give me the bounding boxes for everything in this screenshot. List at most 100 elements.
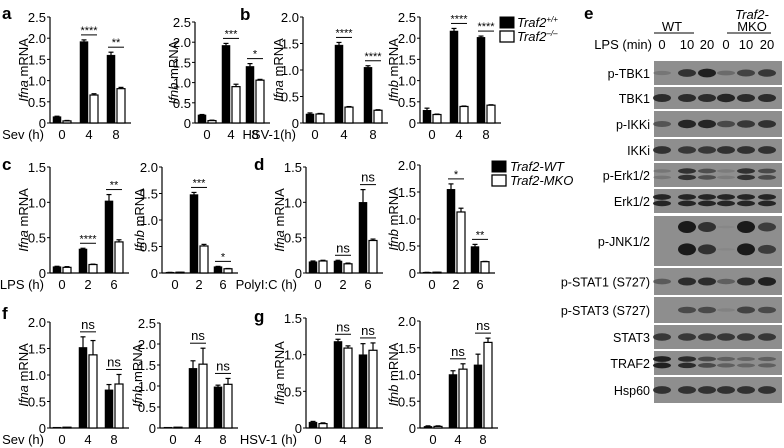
protein-band xyxy=(717,308,735,312)
protein-band xyxy=(737,221,755,233)
x-tick-label: 0 xyxy=(314,277,321,292)
protein-band xyxy=(737,243,755,256)
bar-chart-f-ifna: 0 0.5 1.0 1.5 2.0 Ifna mRNA 0 4 ns 8 ns Sev (h) xyxy=(2,315,129,447)
protein-band xyxy=(758,175,776,180)
protein-band xyxy=(678,221,696,233)
bar-wt xyxy=(197,114,207,124)
legend-label-wt: Traf2+/+ xyxy=(517,15,558,30)
lane-label: 10 xyxy=(739,37,753,52)
bar-wt xyxy=(221,45,231,124)
bar-chart-g-ifna: 0 0.5 1.0 1.5 Ifna mRNA 0 4 ns 8 ns HSV-1 (h) xyxy=(240,311,383,447)
x-tick-label: 0 xyxy=(429,432,436,447)
y-tick-label: 0 xyxy=(409,116,416,131)
y-axis-label: Ifna mRNA xyxy=(272,341,287,405)
y-tick-label: 0 xyxy=(39,116,46,131)
y-tick-label: 1.5 xyxy=(28,52,46,67)
protein-band xyxy=(653,333,671,341)
protein-band xyxy=(717,93,735,103)
significance-label: ns xyxy=(216,358,230,373)
y-tick-label: 1.5 xyxy=(284,160,302,175)
y-tick-label: 1.0 xyxy=(281,63,299,78)
protein-band xyxy=(758,306,776,314)
bar-ko xyxy=(486,104,496,124)
bar-wt xyxy=(473,364,483,429)
significance-label: ns xyxy=(107,354,121,369)
bar-chart-f-ifnb: 0 0.5 1.0 1.5 2.0 2.5 Ifnb mRNA 0 4 ns 8 ns xyxy=(130,316,238,447)
bar-wt xyxy=(305,113,315,124)
bar-ko xyxy=(433,425,443,429)
bar-wt xyxy=(104,389,114,429)
y-tick-label: 1.5 xyxy=(138,358,156,373)
protein-band xyxy=(717,386,735,394)
protein-band xyxy=(653,200,671,207)
legend-swatch-wt xyxy=(499,16,515,29)
bar-wt xyxy=(78,347,88,429)
legend-traf2-mko: Traf2-WT Traf2-MKO xyxy=(491,159,573,188)
blot-label: p-IKKi xyxy=(616,118,650,132)
y-tick-label: 1.0 xyxy=(140,213,158,228)
significance-label: ns xyxy=(451,344,465,359)
protein-band xyxy=(758,194,776,200)
protein-band xyxy=(737,69,755,77)
x-tick-label: 8 xyxy=(110,432,117,447)
significance-label: ns xyxy=(81,317,95,332)
bar-wt xyxy=(363,67,373,124)
blot-row-p-stat1-s727-: p-STAT1 (S727) xyxy=(561,268,782,295)
x-tick-label: 0 xyxy=(58,277,65,292)
y-tick-label: 1.5 xyxy=(140,187,158,202)
bar-chart-c-ifnb: 0 0.5 1.0 1.5 2.0 Ifnb mRNA 0 2 *** 6 * xyxy=(132,160,238,292)
x-tick-label: 4 xyxy=(339,432,346,447)
bar-ko xyxy=(318,260,328,274)
blot-row-ikki: IKKi xyxy=(627,139,782,161)
blot-row-stat3: STAT3 xyxy=(613,325,782,349)
legend-label-wt: Traf2-WT xyxy=(510,159,565,174)
bar-wt xyxy=(334,44,344,124)
protein-band xyxy=(678,333,696,341)
protein-band xyxy=(758,168,776,174)
protein-band xyxy=(758,244,776,254)
y-tick-label: 2.0 xyxy=(398,158,416,173)
bar-wt xyxy=(52,116,62,124)
significance-label: ** xyxy=(476,229,485,241)
protein-band xyxy=(678,168,696,174)
x-tick-label: 8 xyxy=(251,127,258,142)
protein-band xyxy=(678,306,696,314)
significance-label: **** xyxy=(335,27,353,39)
bar-chart-c-ifna: 0 0.5 1.0 1.5 Ifna mRNA 0 2 **** 6 ** LPS (h) xyxy=(0,160,129,292)
legend-swatch-wt xyxy=(491,160,507,173)
protein-band xyxy=(758,363,776,368)
x-axis-label: PolyI:C (h) xyxy=(236,277,297,292)
x-tick-label: 2 xyxy=(452,277,459,292)
protein-band xyxy=(717,146,735,154)
legend-swatch-ko xyxy=(499,30,515,43)
bar-ko xyxy=(207,119,217,124)
x-tick-label: 8 xyxy=(482,127,489,142)
significance-label: * xyxy=(454,169,459,181)
y-axis-label: Ifnb mRNA xyxy=(166,40,181,104)
protein-band xyxy=(698,119,716,129)
x-tick-label: 4 xyxy=(227,127,234,142)
y-tick-label: 1.5 xyxy=(398,341,416,356)
protein-band xyxy=(678,277,696,286)
protein-band xyxy=(717,278,735,285)
bar-ko xyxy=(480,261,490,274)
protein-band xyxy=(678,356,696,362)
panel-letter-b: b xyxy=(240,5,250,24)
y-tick-label: 2.0 xyxy=(173,35,191,50)
x-tick-label: 6 xyxy=(364,277,371,292)
blot-label: TRAF2 xyxy=(610,357,650,371)
protein-band xyxy=(737,306,755,314)
y-tick-label: 0 xyxy=(39,266,46,281)
bar-ko xyxy=(458,368,468,429)
x-axis-label: Sev (h) xyxy=(2,432,44,447)
significance-label: ns xyxy=(361,170,375,185)
y-tick-label: 2.5 xyxy=(28,10,46,25)
bar-ko xyxy=(368,239,378,274)
y-tick-label: 1.5 xyxy=(398,185,416,200)
protein-band xyxy=(737,363,755,368)
blot-row-p-stat3-s727-: p-STAT3 (S727) xyxy=(561,297,782,323)
x-axis-label: Sev (h) xyxy=(2,127,44,142)
bar-ko xyxy=(483,341,493,429)
x-tick-label: 4 xyxy=(454,432,461,447)
protein-band xyxy=(653,278,671,285)
